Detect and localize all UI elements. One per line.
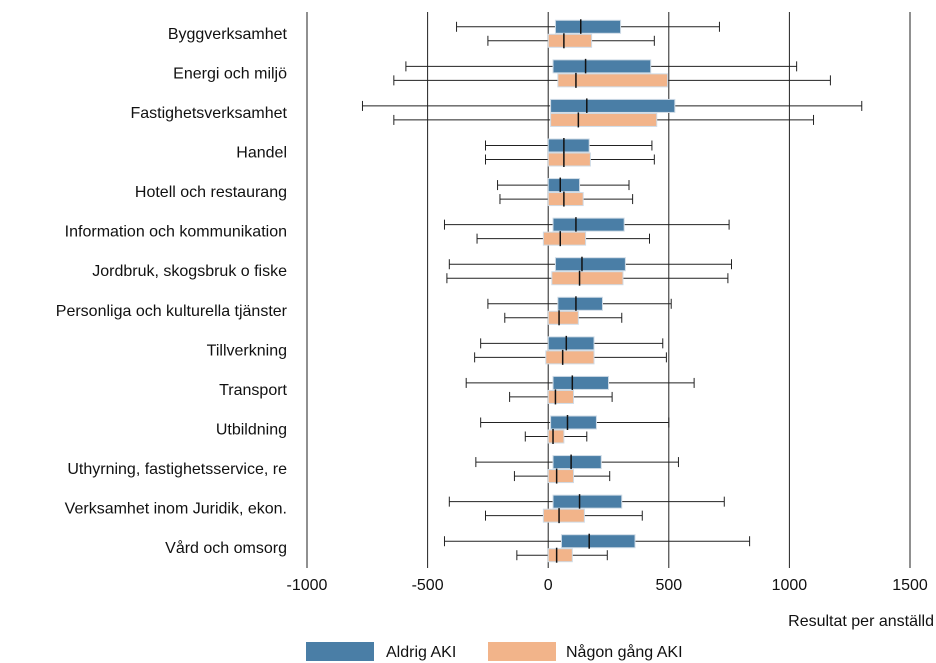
x-tick-label: 1000 [772, 577, 808, 594]
x-tick-label: 500 [655, 577, 682, 594]
legend: Aldrig AKI Någon gång AKI [306, 642, 683, 661]
category-label: Vård och omsorg [165, 539, 287, 557]
category-label: Hotell och restaurang [135, 184, 287, 201]
box [547, 192, 584, 207]
box-aldrig-aki [497, 177, 630, 193]
box [547, 310, 579, 325]
x-axis-label: Resultat per anställd [788, 613, 934, 630]
box [552, 217, 625, 232]
box-aldrig-aki [484, 138, 653, 153]
box [557, 296, 603, 311]
box [542, 508, 585, 523]
box [552, 375, 609, 390]
box-nagon-gang-aki [499, 191, 634, 207]
box-nagon-gang-aki [484, 508, 643, 524]
box [547, 548, 573, 563]
box-nagon-gang-aki [476, 231, 651, 247]
x-tick-label: 1500 [892, 577, 928, 594]
legend-item: Aldrig AKI [306, 642, 456, 661]
x-tick-label: -500 [412, 577, 444, 594]
box-aldrig-aki [448, 256, 733, 272]
box-series [361, 19, 863, 563]
box-nagon-gang-aki [504, 310, 623, 326]
box-aldrig-aki [405, 58, 798, 74]
category-labels: Byggverksamhet Energi och miljö Fastighets… [56, 26, 288, 557]
box-aldrig-aki [456, 19, 720, 35]
category-label: Personliga och kulturella tjänster [56, 303, 288, 320]
vertical-gridlines [306, 12, 911, 568]
box-nagon-gang-aki [487, 33, 655, 49]
x-tick-labels: -1000 -500 0 500 1000 1500 [287, 577, 928, 594]
category-label: Transport [219, 382, 287, 399]
legend-swatch [306, 642, 374, 661]
box [551, 271, 624, 286]
category-label: Byggverksamhet [168, 26, 288, 43]
box [547, 178, 581, 193]
box [547, 152, 591, 167]
category-label: Verksamhet inom Juridik, ekon. [65, 501, 287, 518]
category-label: Jordbruk, skogsbruk o fiske [92, 263, 287, 280]
box-aldrig-aki [448, 494, 725, 510]
box [547, 336, 595, 351]
category-label: Tillverkning [207, 342, 287, 359]
box-aldrig-aki [443, 533, 751, 549]
legend-label: Någon gång AKI [566, 643, 683, 661]
box [552, 59, 652, 74]
box [552, 455, 602, 470]
box-nagon-gang-aki [513, 468, 611, 484]
category-label: Uthyrning, fastighetsservice, re [67, 461, 287, 478]
legend-swatch [488, 642, 556, 661]
box-nagon-gang-aki [509, 389, 613, 405]
box [550, 415, 597, 430]
box [550, 112, 658, 127]
box [542, 231, 587, 246]
box-nagon-gang-aki [474, 349, 667, 365]
x-tick-label: -1000 [287, 577, 328, 594]
box-nagon-gang-aki [393, 72, 831, 88]
box [550, 98, 676, 113]
box-aldrig-aki [475, 454, 679, 470]
box-aldrig-aki [480, 415, 670, 430]
box [552, 494, 623, 509]
box-aldrig-aki [480, 335, 664, 351]
box-aldrig-aki [443, 217, 730, 233]
box-aldrig-aki [465, 375, 695, 391]
box [560, 534, 636, 549]
category-label: Information och kommunikation [65, 224, 287, 241]
category-label: Energi och miljö [173, 65, 287, 82]
box [547, 389, 575, 404]
box [554, 257, 626, 272]
box-aldrig-aki [361, 98, 863, 114]
box [557, 73, 669, 88]
box [547, 138, 590, 153]
box-nagon-gang-aki [393, 112, 815, 128]
category-label: Handel [236, 145, 287, 162]
category-label: Fastighetsverksamhet [130, 105, 287, 122]
legend-item: Någon gång AKI [488, 642, 683, 661]
box [547, 33, 593, 48]
box-nagon-gang-aki [446, 270, 729, 286]
box-nagon-gang-aki [516, 547, 608, 563]
box [547, 469, 575, 484]
box-nagon-gang-aki [524, 429, 588, 444]
legend-label: Aldrig AKI [386, 644, 456, 661]
box-nagon-gang-aki [484, 152, 655, 167]
box [554, 19, 622, 34]
x-tick-label: 0 [544, 577, 553, 594]
category-label: Utbildning [216, 422, 287, 439]
box [547, 429, 565, 444]
box [545, 350, 595, 365]
box-aldrig-aki [487, 296, 672, 312]
